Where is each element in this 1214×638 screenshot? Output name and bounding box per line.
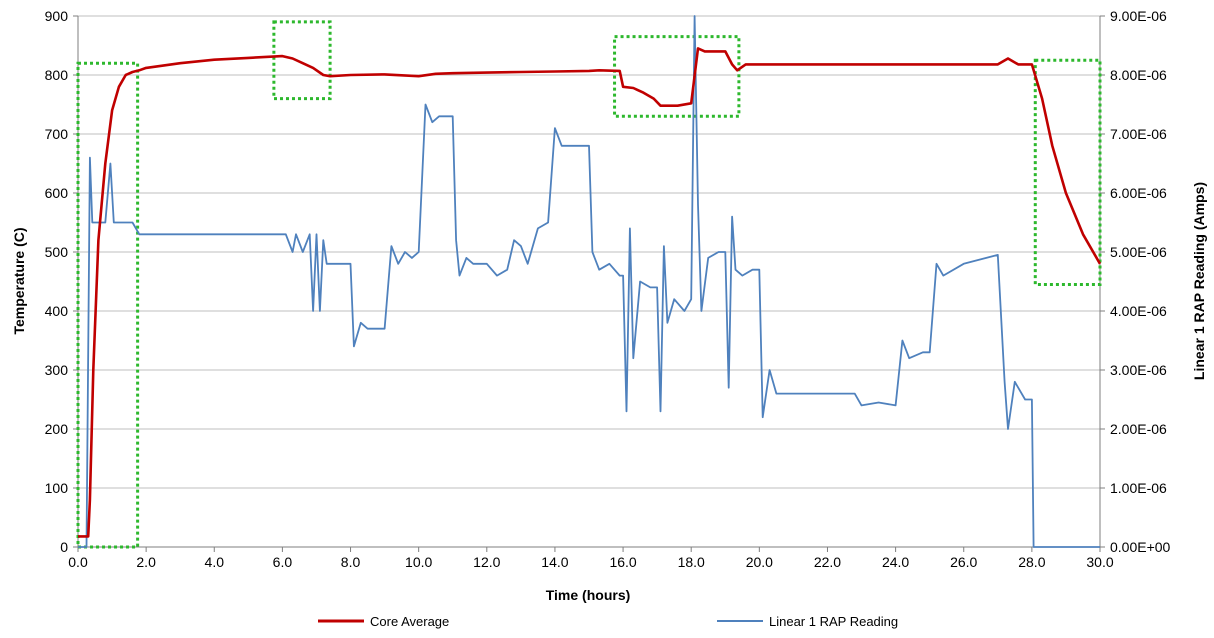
left-y-tick-label: 0 bbox=[60, 539, 68, 555]
right-y-tick-label: 9.00E-06 bbox=[1110, 8, 1167, 24]
left-y-tick-label: 300 bbox=[45, 362, 69, 378]
right-y-tick-label: 1.00E-06 bbox=[1110, 480, 1167, 496]
right-y-tick-label: 0.00E+00 bbox=[1110, 539, 1171, 555]
x-tick-label: 26.0 bbox=[950, 554, 977, 570]
x-tick-label: 10.0 bbox=[405, 554, 432, 570]
highlight-boxes bbox=[76, 20, 1102, 549]
x-tick-label: 4.0 bbox=[205, 554, 225, 570]
left-y-tick-label: 900 bbox=[45, 8, 69, 24]
legend: Core Average Linear 1 RAP Reading bbox=[318, 614, 898, 629]
x-tick-label: 2.0 bbox=[136, 554, 156, 570]
right-y-tick-label: 2.00E-06 bbox=[1110, 421, 1167, 437]
x-tick-label: 8.0 bbox=[341, 554, 361, 570]
right-y-tick-label: 3.00E-06 bbox=[1110, 362, 1167, 378]
left-y-tick-label: 600 bbox=[45, 185, 69, 201]
highlight-box bbox=[1033, 58, 1102, 286]
left-y-tick-label: 800 bbox=[45, 67, 69, 83]
x-tick-label: 24.0 bbox=[882, 554, 909, 570]
x-tick-label: 14.0 bbox=[541, 554, 568, 570]
highlight-box bbox=[613, 35, 741, 118]
right-y-tick-label: 7.00E-06 bbox=[1110, 126, 1167, 142]
left-y-tick-label: 500 bbox=[45, 244, 69, 260]
left-y-tick-label: 700 bbox=[45, 126, 69, 142]
tick-labels: 0.0 2.0 4.0 6.0 8.0 10.0 12.0 14.0 16.0 18.0 20.0 2… bbox=[45, 8, 1171, 570]
x-tick-label: 16.0 bbox=[609, 554, 636, 570]
left-y-tick-label: 200 bbox=[45, 421, 69, 437]
grid-lines bbox=[78, 15, 1100, 548]
x-tick-label: 0.0 bbox=[68, 554, 88, 570]
highlight-box bbox=[272, 20, 332, 101]
right-y-tick-label: 4.00E-06 bbox=[1110, 303, 1167, 319]
right-y-tick-label: 8.00E-06 bbox=[1110, 67, 1167, 83]
x-tick-label: 18.0 bbox=[678, 554, 705, 570]
x-axis-title: Time (hours) bbox=[546, 587, 631, 603]
legend-label-rap-reading: Linear 1 RAP Reading bbox=[769, 614, 898, 629]
legend-label-core-average: Core Average bbox=[370, 614, 449, 629]
series-line-core-average bbox=[78, 47, 1102, 538]
right-y-tick-label: 5.00E-06 bbox=[1110, 244, 1167, 260]
left-axis-title: Temperature (C) bbox=[11, 227, 27, 334]
x-tick-label: 20.0 bbox=[746, 554, 773, 570]
x-tick-label: 30.0 bbox=[1086, 554, 1113, 570]
highlight-box bbox=[76, 61, 140, 549]
axes bbox=[73, 15, 1105, 552]
left-y-tick-label: 100 bbox=[45, 480, 69, 496]
x-tick-label: 12.0 bbox=[473, 554, 500, 570]
right-axis-title: Linear 1 RAP Reading (Amps) bbox=[1191, 182, 1207, 380]
x-tick-label: 22.0 bbox=[814, 554, 841, 570]
left-y-tick-label: 400 bbox=[45, 303, 69, 319]
x-tick-label: 28.0 bbox=[1018, 554, 1045, 570]
series-line-rap-reading bbox=[78, 15, 1100, 548]
data-series bbox=[78, 15, 1102, 548]
x-tick-label: 6.0 bbox=[273, 554, 293, 570]
right-y-tick-label: 6.00E-06 bbox=[1110, 185, 1167, 201]
